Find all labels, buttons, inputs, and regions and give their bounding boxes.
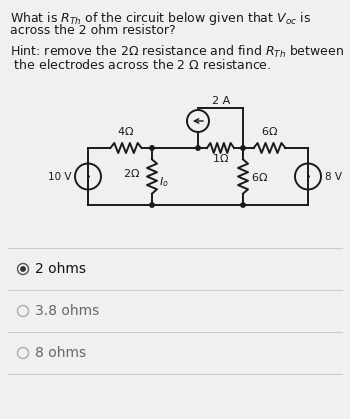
Text: across the 2 ohm resistor?: across the 2 ohm resistor? xyxy=(10,24,176,37)
Text: $2\Omega$: $2\Omega$ xyxy=(123,166,140,178)
Circle shape xyxy=(150,146,154,150)
Text: the electrodes across the 2 $\Omega$ resistance.: the electrodes across the 2 $\Omega$ res… xyxy=(10,58,271,72)
Text: $1\Omega$: $1\Omega$ xyxy=(212,152,229,164)
Circle shape xyxy=(241,203,245,207)
Text: 3.8 ohms: 3.8 ohms xyxy=(35,304,99,318)
Text: $4\Omega$: $4\Omega$ xyxy=(118,125,134,137)
Text: $6\Omega$: $6\Omega$ xyxy=(261,125,278,137)
Text: $I_o$: $I_o$ xyxy=(159,176,169,189)
Text: 8 ohms: 8 ohms xyxy=(35,346,86,360)
Circle shape xyxy=(150,203,154,207)
Text: $6\Omega$: $6\Omega$ xyxy=(251,171,268,183)
Text: Hint: remove the 2$\Omega$ resistance and find $R_{Th}$ between: Hint: remove the 2$\Omega$ resistance an… xyxy=(10,44,344,60)
Text: What is $R_{Th}$ of the circuit below given that $V_{oc}$ is: What is $R_{Th}$ of the circuit below gi… xyxy=(10,10,311,27)
Text: 2 A: 2 A xyxy=(212,96,230,106)
Circle shape xyxy=(241,146,245,150)
Circle shape xyxy=(196,146,200,150)
Text: 10 V: 10 V xyxy=(48,171,71,181)
Circle shape xyxy=(21,267,25,271)
Text: 2 ohms: 2 ohms xyxy=(35,262,86,276)
Text: 8 V: 8 V xyxy=(325,171,342,181)
